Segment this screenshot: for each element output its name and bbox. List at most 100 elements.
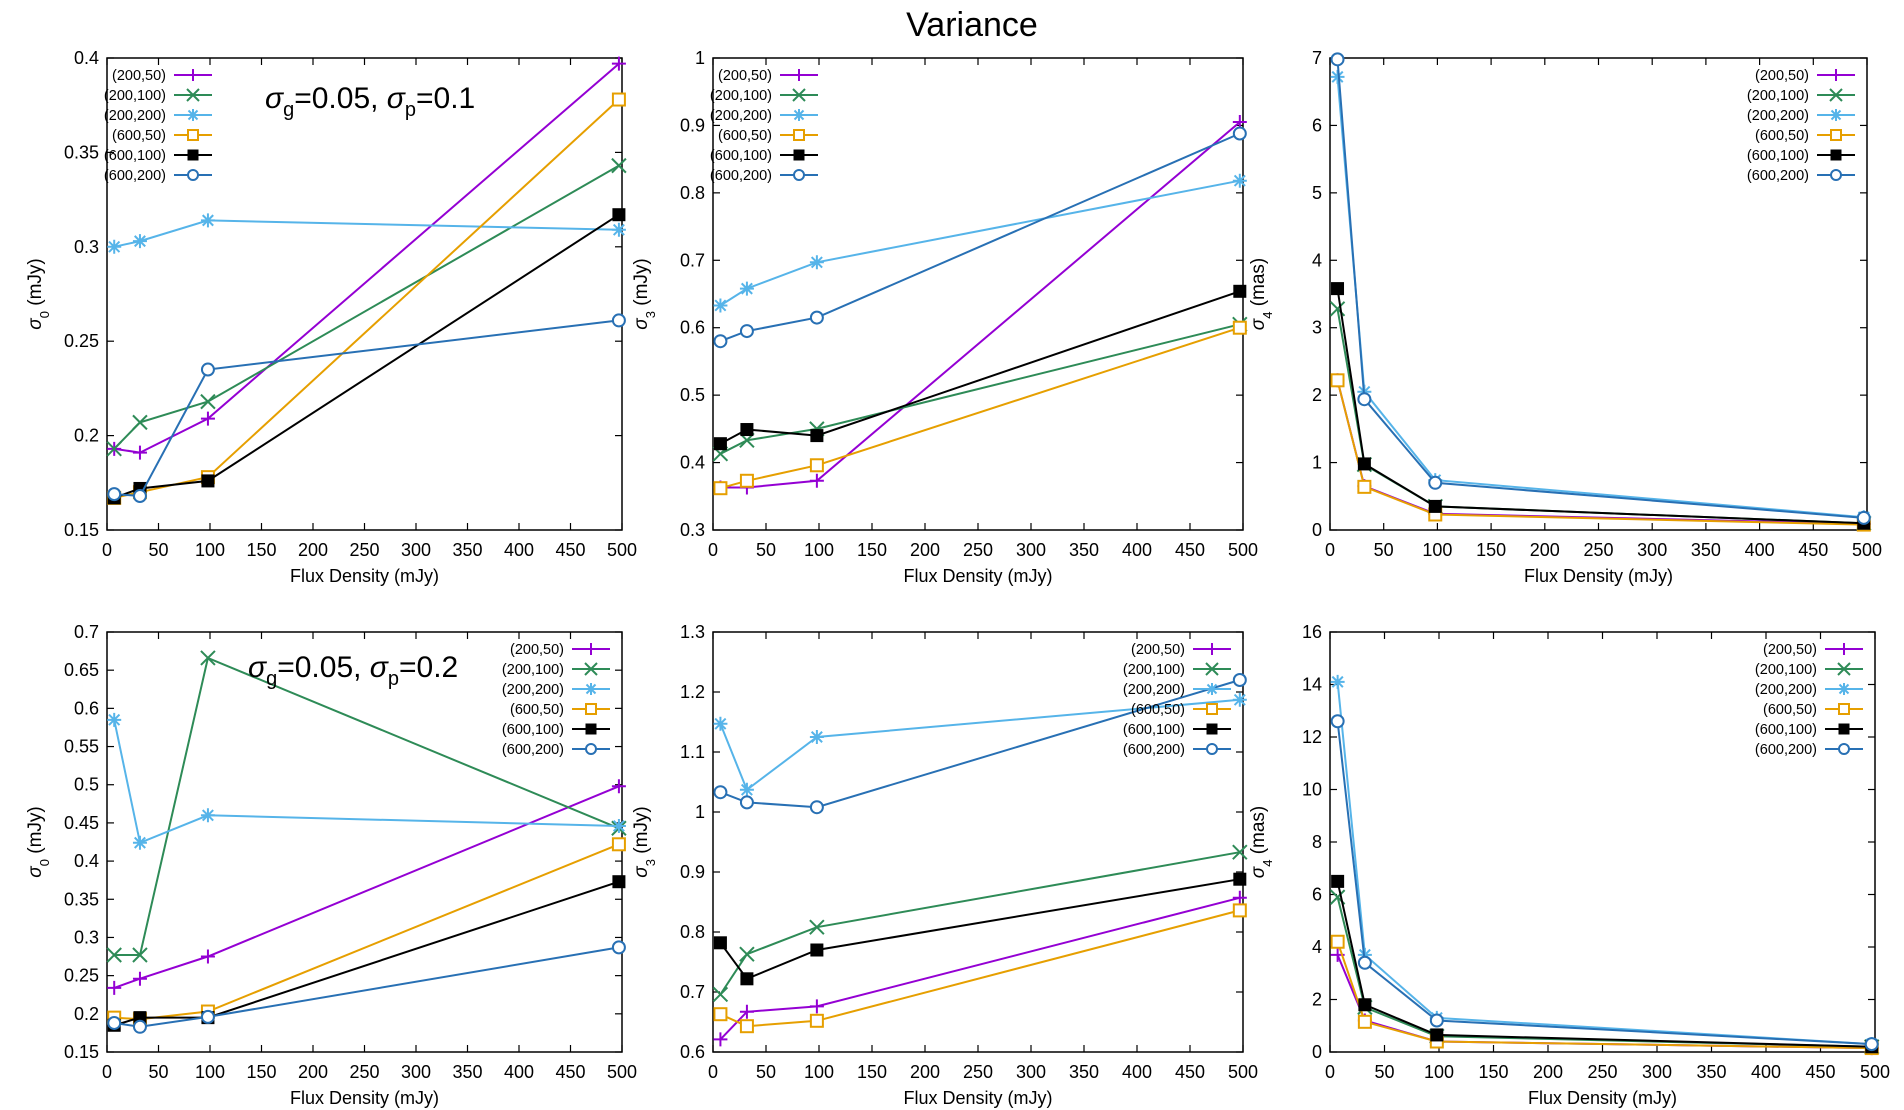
legend-entry-(600,200): (600,200) bbox=[1755, 742, 1863, 758]
legend-entry-(200,50): (200,50) bbox=[510, 642, 610, 658]
data-point-(200,100) bbox=[200, 650, 216, 666]
legend-label: (200,200) bbox=[1747, 108, 1809, 124]
legend-label: (200,100) bbox=[710, 88, 772, 104]
legend-marker bbox=[187, 129, 199, 141]
legend-label: (200,100) bbox=[104, 88, 166, 104]
y-tick-label: 4 bbox=[1312, 937, 1322, 957]
data-point-(600,200) bbox=[739, 324, 754, 339]
data-point-(200,100) bbox=[809, 919, 825, 935]
y-tick-label: 1 bbox=[695, 48, 705, 68]
y-tick-label: 1.1 bbox=[680, 742, 705, 762]
y-tick-label: 0.2 bbox=[74, 426, 99, 446]
data-point-(200,50) bbox=[611, 56, 626, 71]
legend-label: (600,100) bbox=[502, 722, 564, 738]
chart-panel-bottom-left: 0 50 100 150 200 250 300 350 400 450 500 0.15 0.2 0.2… bbox=[25, 622, 637, 1108]
legend-label: (600,200) bbox=[502, 742, 564, 758]
x-tick-label: 350 bbox=[1691, 540, 1721, 560]
series-line-(600,200) bbox=[114, 319, 620, 498]
y-tick-label: 0.7 bbox=[680, 982, 705, 1002]
x-tick-label: 100 bbox=[195, 1062, 225, 1082]
x-tick-label: 300 bbox=[1016, 1062, 1046, 1082]
data-point-(600,200) bbox=[132, 1019, 147, 1034]
x-axis-label: Flux Density (mJy) bbox=[903, 1088, 1052, 1108]
series-line-(200,100) bbox=[719, 851, 1240, 995]
data-point-(600,200) bbox=[1864, 1037, 1879, 1052]
data-point-(600,200) bbox=[132, 489, 147, 504]
y-axis-label: σ3 (mJy) bbox=[631, 258, 658, 329]
data-point-(600,200) bbox=[1856, 510, 1871, 525]
legend-entry-(200,50): (200,50) bbox=[1763, 642, 1863, 658]
x-tick-label: 400 bbox=[1751, 1062, 1781, 1082]
x-tick-label: 150 bbox=[246, 1062, 276, 1082]
legend-label: (600,50) bbox=[1131, 702, 1185, 718]
series-line-(200,100) bbox=[114, 656, 620, 956]
data-point-(600,50) bbox=[611, 92, 626, 107]
legend-marker bbox=[1829, 88, 1843, 102]
y-tick-label: 5 bbox=[1312, 183, 1322, 203]
data-point-(600,200) bbox=[1357, 392, 1372, 407]
data-point-(200,50) bbox=[611, 779, 626, 794]
data-point-(200,200) bbox=[739, 281, 754, 296]
x-tick-label: 100 bbox=[1424, 1062, 1454, 1082]
data-point-(600,50) bbox=[713, 1007, 728, 1022]
y-tick-label: 0.2 bbox=[74, 1004, 99, 1024]
legend-label: (600,50) bbox=[112, 128, 166, 144]
chart-panel-top-middle: 0 50 100 150 200 250 300 350 400 450 500 0.3 0.4 0.5 0… bbox=[631, 48, 1258, 586]
data-point-(600,50) bbox=[1357, 1014, 1372, 1029]
y-tick-label: 16 bbox=[1302, 622, 1322, 642]
data-point-(600,100) bbox=[1358, 998, 1372, 1012]
data-point-(600,100) bbox=[810, 429, 824, 443]
chart-panel-top-right: 0 50 100 150 200 250 300 350 400 450 500 0 1 2 3 4 5 6 7 Fl… bbox=[1248, 48, 1882, 586]
y-tick-label: 0 bbox=[1312, 1042, 1322, 1062]
data-point-(600,100) bbox=[1331, 282, 1345, 296]
x-tick-label: 300 bbox=[1637, 540, 1667, 560]
y-tick-label: 1.2 bbox=[680, 682, 705, 702]
data-point-(600,100) bbox=[612, 875, 626, 889]
data-point-(200,200) bbox=[611, 222, 626, 237]
data-point-(600,200) bbox=[739, 795, 754, 810]
legend-entry-(600,200): (600,200) bbox=[710, 168, 818, 184]
x-tick-label: 250 bbox=[349, 540, 379, 560]
x-tick-label: 200 bbox=[1530, 540, 1560, 560]
legend-marker bbox=[1206, 743, 1218, 755]
series-line-(600,200) bbox=[1336, 721, 1872, 1046]
y-tick-label: 7 bbox=[1312, 48, 1322, 68]
legend-entry-(200,100): (200,100) bbox=[710, 88, 818, 104]
legend-marker bbox=[1205, 662, 1219, 676]
series-line-(200,100) bbox=[1336, 896, 1872, 1048]
data-point-(200,200) bbox=[200, 213, 215, 228]
y-tick-label: 0.65 bbox=[64, 660, 99, 680]
x-tick-label: 250 bbox=[1583, 540, 1613, 560]
legend-marker bbox=[793, 69, 805, 81]
data-point-(600,100) bbox=[201, 474, 215, 488]
y-tick-label: 0.5 bbox=[74, 775, 99, 795]
y-axis-label: σ0 (mJy) bbox=[25, 806, 52, 877]
legend-marker bbox=[1838, 723, 1850, 735]
data-point-(200,100) bbox=[712, 986, 729, 1003]
x-tick-label: 50 bbox=[1374, 540, 1394, 560]
x-tick-label: 450 bbox=[1175, 540, 1205, 560]
data-point-(600,100) bbox=[713, 437, 727, 451]
x-tick-label: 50 bbox=[148, 1062, 168, 1082]
legend-entry-(200,50): (200,50) bbox=[112, 68, 212, 84]
x-tick-label: 150 bbox=[857, 1062, 887, 1082]
x-tick-label: 100 bbox=[804, 540, 834, 560]
y-tick-label: 0.35 bbox=[64, 889, 99, 909]
series-line-(600,100) bbox=[719, 878, 1240, 981]
x-tick-label: 250 bbox=[349, 1062, 379, 1082]
x-tick-label: 50 bbox=[756, 1062, 776, 1082]
x-tick-label: 450 bbox=[555, 1062, 585, 1082]
legend-entry-(200,200): (200,200) bbox=[710, 108, 818, 124]
x-tick-label: 250 bbox=[963, 540, 993, 560]
x-tick-label: 500 bbox=[607, 540, 637, 560]
x-tick-label: 300 bbox=[1016, 540, 1046, 560]
data-point-(600,100) bbox=[740, 423, 754, 437]
x-tick-label: 300 bbox=[401, 540, 431, 560]
legend-label: (600,50) bbox=[510, 702, 564, 718]
series-line-(600,200) bbox=[114, 946, 620, 1028]
y-tick-label: 0.4 bbox=[74, 851, 99, 871]
data-point-(600,100) bbox=[1331, 874, 1345, 888]
x-tick-label: 0 bbox=[1325, 540, 1335, 560]
legend-label: (200,100) bbox=[502, 662, 564, 678]
